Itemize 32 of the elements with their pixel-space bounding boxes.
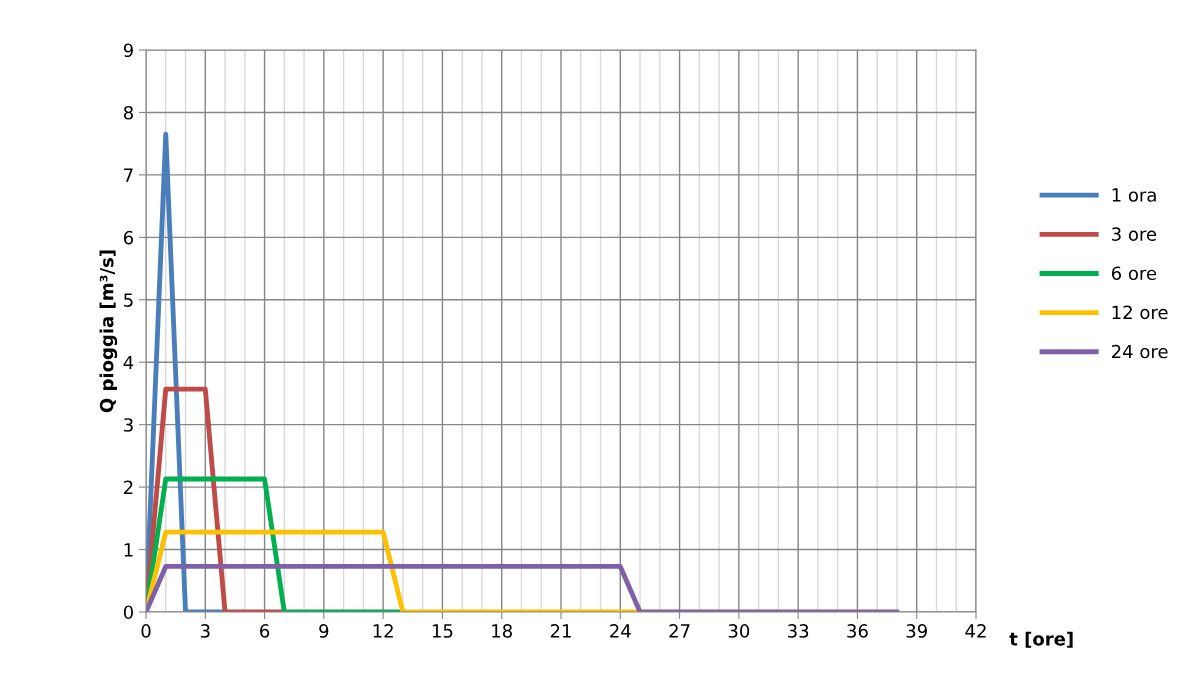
x-tick-label: 12 — [373, 624, 393, 638]
x-tick-label: 39 — [906, 624, 927, 638]
y-tick-label: 0 — [123, 605, 133, 620]
y-tick-label: 8 — [123, 105, 133, 120]
legend-label: 1 ora — [1112, 188, 1156, 202]
y-tick-label: 1 — [124, 543, 133, 557]
x-tick-label: 9 — [319, 624, 329, 638]
x-axis-title: t [ore] — [1009, 631, 1073, 648]
x-tick-label: 30 — [728, 624, 750, 638]
x-tick-label: 42 — [965, 624, 986, 638]
x-tick-label: 3 — [200, 624, 210, 638]
x-tick-label: 27 — [669, 624, 690, 638]
y-tick-label: 6 — [123, 230, 134, 245]
legend-label: 3 ore — [1112, 227, 1157, 241]
y-tick-label: 7 — [124, 168, 133, 182]
y-tick-label: 2 — [124, 480, 133, 494]
y-tick-label: 9 — [123, 43, 133, 58]
x-tick-label: 6 — [260, 624, 270, 638]
x-tick-label: 33 — [788, 624, 809, 638]
y-axis-title: Q pioggia [m³/s] — [99, 250, 118, 413]
legend-label: 24 ore — [1111, 344, 1168, 359]
legend-label: 12 ore — [1112, 305, 1168, 320]
x-tick-label: 24 — [610, 624, 631, 638]
x-tick-label: 21 — [550, 624, 571, 638]
x-tick-label: 18 — [492, 624, 512, 638]
y-tick-label: 4 — [123, 355, 134, 370]
x-tick-label: 0 — [141, 624, 151, 638]
y-tick-label: 5 — [124, 293, 133, 307]
x-tick-label: 36 — [847, 624, 868, 638]
x-tick-label: 15 — [432, 624, 453, 638]
legend-label: 6 ore — [1111, 266, 1157, 281]
y-tick-label: 3 — [124, 418, 133, 432]
